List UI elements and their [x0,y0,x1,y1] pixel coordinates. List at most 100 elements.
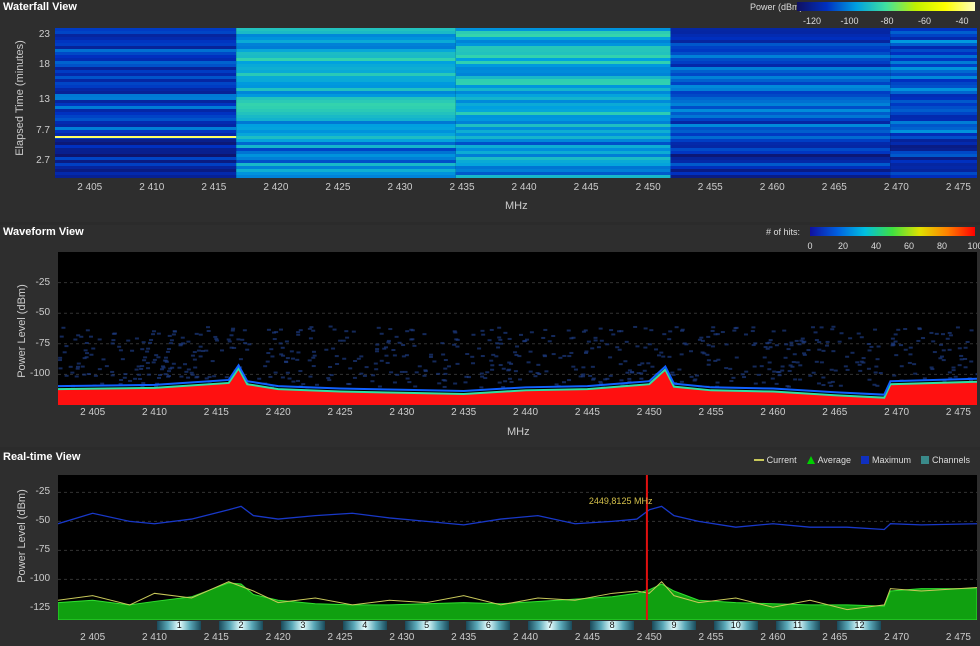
waveform-hit [817,348,822,351]
waveform-hit [795,361,800,364]
waterfall-band-row [55,100,237,103]
waveform-hit [861,357,866,360]
waveform-hit [830,380,835,383]
waveform-hit [562,354,567,357]
waveform-hit [443,372,448,375]
waterfall-band-row [890,28,977,31]
waveform-hit [287,377,292,380]
waterfall-x-label: MHz [505,200,528,212]
waterfall-plot[interactable] [55,28,977,178]
legend-item-average[interactable]: Average [806,455,851,465]
waveform-hit [230,329,235,332]
waterfall-band-row [236,109,456,112]
waveform-hit [198,345,203,348]
waveform-noise-floor [58,368,977,405]
waterfall-band-row [455,43,671,46]
legend-item-maximum[interactable]: Maximum [860,455,911,465]
waveform-hit [429,353,434,356]
waveform-hit [667,338,672,341]
waveform-hit [423,370,428,373]
waveform-hit [544,370,549,373]
waveform-hit [284,340,289,343]
waveform-hit [599,339,604,342]
waterfall-band-row [455,85,671,88]
waveform-plot[interactable] [58,252,977,405]
x-tick-label: 2 460 [759,182,785,193]
waveform-hit [296,379,301,382]
waveform-hit [682,342,687,345]
waterfall-band-row [670,31,891,34]
waveform-hit [375,348,380,351]
waveform-hit [608,374,613,377]
waveform-hit [327,379,332,382]
waterfall-band-row [236,43,456,46]
waveform-hit [495,342,500,345]
waterfall-band-row [55,64,237,67]
waterfall-band-row [890,73,977,76]
waveform-hit [566,329,571,332]
waterfall-band-row [55,133,237,136]
waveform-hit [123,373,128,376]
waveform-hit [242,329,247,332]
waterfall-band-row [55,85,237,88]
waveform-hit [513,351,518,354]
waterfall-band-row [55,61,237,64]
scale-tick-label: 0 [807,241,813,251]
waterfall-band-row [670,115,891,118]
waveform-hit [453,331,458,334]
waveform-hit [929,366,934,369]
waveform-hit [328,366,333,369]
waveform-hit [624,340,629,343]
waterfall-band-row [890,133,977,136]
waveform-hit [417,365,422,368]
waterfall-band-row [890,49,977,52]
waterfall-band-row [455,169,671,172]
waveform-hit [731,376,736,379]
waveform-hit [198,333,203,336]
y-tick-label: -100 [29,573,50,585]
waveform-hit [195,375,200,378]
waveform-hit [243,342,248,345]
waveform-hit [374,368,379,371]
scale-tick-label: 60 [903,241,914,251]
legend-item-channels[interactable]: Channels [920,455,970,465]
waveform-hit [598,380,603,383]
waveform-hit [753,382,758,385]
waveform-hit [179,343,184,346]
waveform-hit [855,361,860,364]
waveform-hit [384,354,389,357]
x-tick-label: 2 425 [327,407,353,418]
waterfall-band-row [890,157,977,160]
channel-1: 1 [157,621,202,630]
waveform-hit [874,365,879,368]
waveform-hit [913,372,918,375]
waveform-hit [298,370,303,373]
waveform-hit [499,342,504,345]
waveform-hit [151,361,156,364]
waveform-hit [385,361,390,364]
waveform-hit [581,373,586,376]
waterfall-band-row [236,64,456,67]
waveform-hit [498,338,503,341]
waveform-hit [873,328,878,331]
waterfall-band-row [55,43,237,46]
waveform-hit [342,357,347,360]
waterfall-band-row [236,58,456,61]
waveform-hit [463,381,468,384]
waveform-hit [477,347,482,350]
x-tick-label: 2 430 [389,407,415,418]
realtime-plot[interactable]: 2449,8125 MHz [58,475,977,620]
x-tick-label: 2 465 [822,407,848,418]
waveform-hit [528,370,533,373]
waveform-hit [866,342,871,345]
waveform-hit [724,343,729,346]
waterfall-band-row [890,136,977,139]
waveform-hit [578,375,583,378]
waveform-hit [117,345,122,348]
waveform-hit [705,353,710,356]
legend-item-current[interactable]: Current [753,455,797,465]
waveform-hit [636,372,641,375]
waveform-hit [693,378,698,381]
waveform-hit [298,329,303,332]
waveform-hit [93,374,98,377]
